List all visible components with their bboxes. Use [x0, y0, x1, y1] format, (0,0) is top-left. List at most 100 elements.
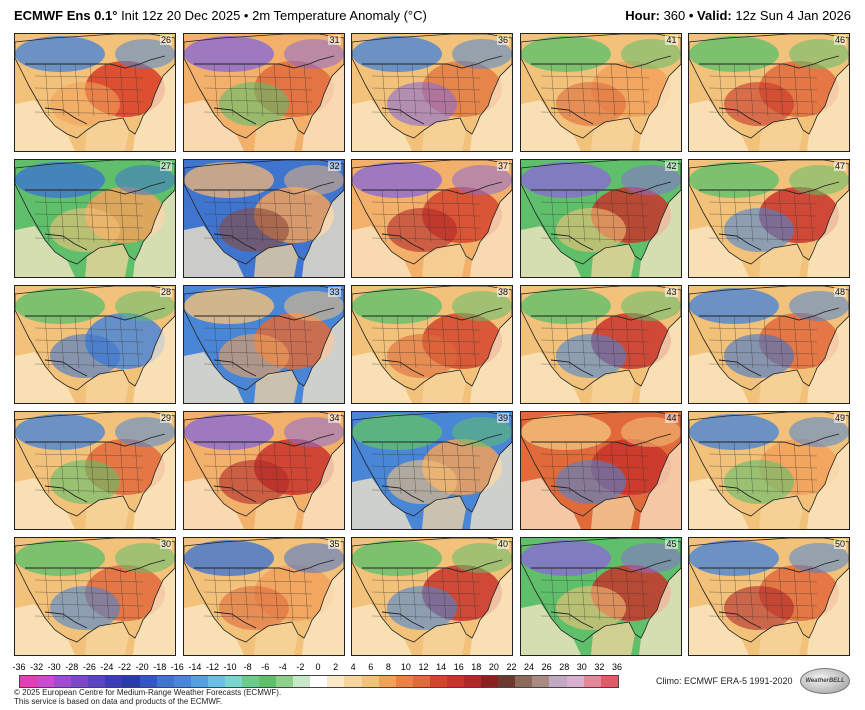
state-line	[104, 189, 110, 243]
anomaly-region-1	[183, 162, 274, 198]
state-line	[748, 441, 754, 495]
national-border	[550, 485, 593, 503]
anomaly-region-3	[789, 291, 849, 321]
ocean-area	[301, 442, 344, 529]
ocean-area	[15, 604, 75, 655]
state-line	[456, 441, 462, 495]
state-line	[59, 441, 65, 495]
national-border	[362, 307, 503, 321]
state-line	[708, 75, 818, 79]
state-line	[34, 201, 144, 205]
state-line	[381, 189, 387, 243]
state-line	[119, 441, 125, 495]
state-line	[718, 441, 724, 495]
colorbar-segment	[412, 676, 430, 687]
state-line	[610, 63, 615, 117]
anomaly-map	[15, 286, 175, 403]
state-line	[441, 189, 447, 243]
anomaly-map	[183, 34, 344, 151]
state-line	[540, 225, 649, 229]
state-line	[203, 363, 312, 367]
national-border	[530, 181, 671, 195]
state-line	[203, 87, 312, 91]
state-line	[34, 87, 144, 91]
anomaly-region-2	[387, 460, 457, 504]
member-panel-43: 43	[519, 285, 682, 404]
state-line	[34, 603, 144, 607]
state-line	[273, 315, 278, 369]
national-border	[381, 611, 425, 629]
anomaly-map	[15, 538, 175, 655]
ocean-area	[352, 604, 412, 655]
ocean-area	[759, 496, 803, 529]
state-line	[793, 189, 799, 243]
national-border	[25, 55, 166, 69]
colorbar-tick-label: 16	[453, 662, 464, 672]
state-line	[34, 237, 144, 241]
anomaly-region-3	[620, 291, 681, 321]
anomaly-region-3	[115, 543, 175, 573]
ocean-area	[807, 316, 849, 403]
ocean-area	[352, 226, 412, 277]
anomaly-map	[520, 412, 681, 529]
state-line	[34, 489, 144, 493]
colorbar-tick-label: 28	[559, 662, 570, 672]
colorbar-tick-label: -24	[100, 662, 114, 672]
state-line	[371, 477, 481, 481]
coastline	[183, 160, 344, 265]
state-line	[426, 567, 432, 621]
state-line	[203, 339, 312, 343]
colorbar-segment	[600, 676, 618, 687]
state-line	[243, 315, 248, 369]
coastline	[689, 412, 849, 517]
ocean-area	[422, 622, 466, 655]
state-line	[34, 591, 144, 595]
colorbar-segment	[429, 676, 447, 687]
member-panel-50: 50	[688, 537, 850, 656]
anomaly-map	[520, 160, 681, 277]
member-number: 40	[496, 539, 509, 549]
state-line	[733, 567, 739, 621]
state-line	[426, 441, 432, 495]
anomaly-region-1	[352, 36, 442, 72]
colorbar-tick-label: 24	[524, 662, 535, 672]
colorbar-segment	[515, 676, 533, 687]
state-line	[273, 189, 278, 243]
state-line	[34, 213, 144, 217]
anomaly-region-2	[555, 82, 626, 126]
state-line	[89, 63, 95, 117]
colorbar-tick-label: 2	[333, 662, 339, 672]
national-border	[25, 307, 166, 321]
state-line	[550, 315, 555, 369]
state-line	[580, 189, 585, 243]
colorbar-tick-label: -4	[278, 662, 287, 672]
anomaly-region-3	[620, 417, 681, 447]
coastline	[15, 412, 175, 517]
anomaly-map	[352, 538, 512, 655]
colorbar-segment	[224, 676, 243, 687]
state-line	[595, 63, 600, 117]
colorbar-tick-label: 20	[488, 662, 499, 672]
anomaly-region-3	[452, 417, 512, 447]
ocean-area	[759, 370, 803, 403]
member-panel-42: 42	[519, 159, 682, 278]
state-line	[540, 615, 649, 619]
member-panel-28: 28	[14, 285, 176, 404]
state-line	[610, 315, 615, 369]
state-line	[540, 339, 649, 343]
anomaly-region-1	[520, 36, 611, 72]
state-line	[793, 63, 799, 117]
ocean-area	[689, 226, 749, 277]
ocean-area	[638, 316, 681, 403]
coastline	[352, 160, 512, 265]
member-panel-39: 39	[351, 411, 513, 530]
member-panel-29: 29	[14, 411, 176, 530]
state-line	[441, 315, 447, 369]
colorbar-segment	[378, 676, 396, 687]
state-line	[565, 189, 570, 243]
state-line	[708, 87, 818, 91]
ocean-area	[638, 442, 681, 529]
state-line	[34, 75, 144, 79]
state-line	[565, 567, 570, 621]
member-number: 34	[328, 413, 341, 423]
